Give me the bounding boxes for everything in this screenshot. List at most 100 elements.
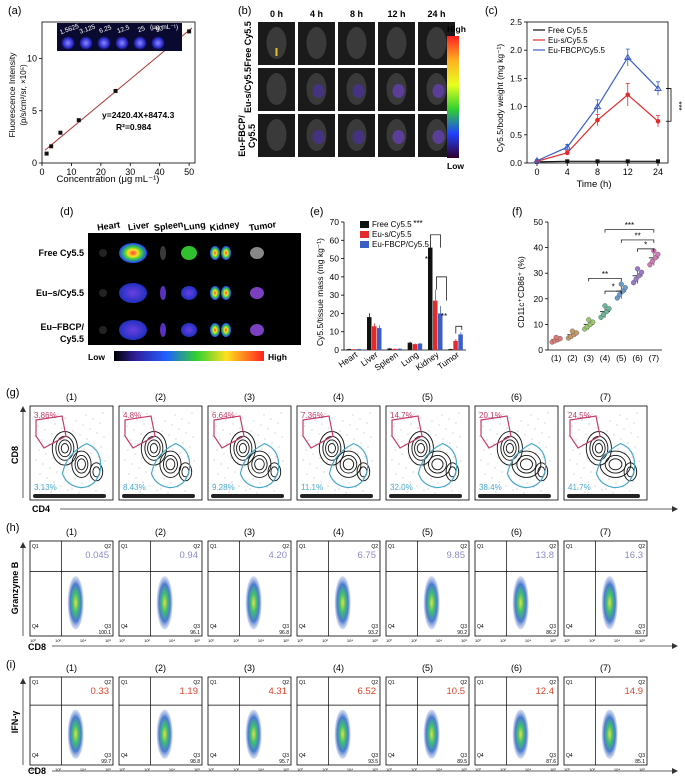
panel-c-xlabel: Time (h)	[576, 179, 611, 190]
panel-g-dot	[303, 483, 305, 485]
panel-g-dot	[499, 423, 501, 425]
panel-g-dot	[130, 439, 132, 441]
panel-f-xtick-label: (3)	[584, 353, 595, 363]
panel-g-dot	[223, 453, 225, 455]
panel-g-dot	[52, 457, 54, 459]
panel-h-group-label: (5)	[422, 527, 433, 537]
panel-c-point	[564, 150, 570, 156]
panel-g-dot	[364, 456, 366, 458]
panel-g-dot	[549, 460, 551, 462]
panel-g-dot	[266, 486, 268, 488]
panel-a: (a) 0 10 20 30 40 50 0 5 10 Concentration (μg mL…	[7, 5, 196, 185]
panel-g-dot	[534, 428, 536, 430]
panel-g-dot	[220, 463, 222, 465]
panel-g-dot	[453, 456, 455, 458]
panel-g-contour	[267, 462, 282, 482]
panel-g-dot	[83, 448, 85, 450]
panel-g-dot	[237, 461, 239, 463]
panel-i-group-label: (4)	[333, 663, 344, 673]
panel-g-dot	[168, 434, 170, 436]
panel-g-dot	[90, 452, 92, 454]
panel-g-dot	[224, 477, 226, 479]
panel-g-dot	[547, 412, 549, 414]
panel-g-contour	[251, 455, 268, 474]
panel-g-dot	[225, 419, 227, 421]
panel-h-xtick: 10⁴	[347, 638, 353, 643]
panel-g-dot	[498, 481, 500, 483]
panel-i-xaxis-arrow	[672, 768, 678, 774]
panel-g-dot	[632, 480, 634, 482]
panel-g-dot	[417, 427, 419, 429]
panel-c-legend-label: Eu-FBCP/Cy5.5	[548, 46, 605, 55]
panel-e-bar	[351, 349, 357, 350]
panel-g-dot	[367, 446, 369, 448]
panel-g-dot	[489, 429, 491, 431]
panel-g-dot	[598, 417, 600, 419]
panel-g-dot	[412, 471, 414, 473]
panel-g-contour	[325, 439, 339, 458]
panel-g-dot	[53, 481, 55, 483]
panel-g-gate-cd4	[61, 442, 102, 489]
panel-g-dot	[79, 434, 81, 436]
panel-g-dot	[191, 412, 193, 414]
panel-g-dot	[491, 477, 493, 479]
panel-f-xtick-label: (4)	[600, 353, 611, 363]
panel-g-contour	[342, 458, 355, 471]
panel-h-q2: Q2	[193, 544, 200, 550]
panel-c-point	[654, 84, 662, 92]
panel-h-group-label: (6)	[511, 527, 522, 537]
panel-g-contour	[445, 462, 460, 482]
panel-i-q3-value: 98.8	[190, 759, 200, 765]
panel-h-q3: Q3	[193, 624, 200, 630]
panel-g-dot	[36, 483, 38, 485]
panel-g-dot	[601, 489, 603, 491]
panel-g-dot	[442, 438, 444, 440]
panel-g-dot	[584, 491, 586, 493]
panel-g-dot	[365, 480, 367, 482]
panel-g-dot	[89, 428, 91, 430]
panel-a-equation: y=2420.4X+8474.3	[102, 110, 175, 120]
panel-g-contour	[516, 455, 537, 474]
panel-g-dot	[50, 491, 52, 493]
panel-g-dot	[321, 423, 323, 425]
panel-g-dot	[175, 438, 177, 440]
panel-g-contour	[431, 458, 444, 471]
panel-g-dot	[38, 449, 40, 451]
panel-i-q4: Q4	[566, 753, 573, 759]
panel-i-q3-value: 87.6	[546, 759, 556, 765]
panel-g-dot	[332, 441, 334, 443]
panel-g-dot	[71, 488, 73, 490]
panel-g-dot	[307, 415, 309, 417]
panel-g-dot	[423, 489, 425, 491]
panel-f-point	[586, 317, 592, 323]
panel-h-cloud	[601, 576, 618, 630]
panel-g-dot	[256, 492, 258, 494]
panel-g-dot	[636, 412, 638, 414]
panel-g-dot	[228, 491, 230, 493]
panel-d-kidney	[221, 323, 231, 337]
panel-i-q1: Q1	[477, 680, 484, 686]
panel-c-legend-label: Eu-s/Cy5.5	[548, 36, 588, 45]
panel-g-dot	[410, 423, 412, 425]
panel-g-dot	[575, 439, 577, 441]
panel-i-xtick: 10⁶	[639, 767, 645, 772]
panel-g-dot	[161, 430, 163, 432]
panel-g-dot	[281, 436, 283, 438]
panel-b-signal	[312, 84, 325, 98]
panel-g-dot	[135, 477, 137, 479]
panel-g-dot	[211, 411, 213, 413]
panel-g-dot	[154, 441, 156, 443]
panel-g-dot	[397, 439, 399, 441]
panel-g-dot	[593, 461, 595, 463]
panel-g-contour	[520, 458, 533, 471]
panel-g-dot	[342, 420, 344, 422]
panel-g-dot	[409, 481, 411, 483]
panel-d: (d) Heart Liver Spleen Lung Kidney Tumor Free…	[36, 206, 301, 362]
panel-e-label: (e)	[310, 206, 323, 218]
panel-g-dot	[523, 492, 525, 494]
panel-g-axis-events	[211, 494, 284, 498]
panel-g-value-bottom: 38.4%	[479, 483, 502, 492]
panel-g-axis-events	[33, 494, 106, 498]
panel-d-row-2: Eu–s/Cy5.5	[36, 288, 84, 298]
panel-g-dot	[47, 419, 49, 421]
